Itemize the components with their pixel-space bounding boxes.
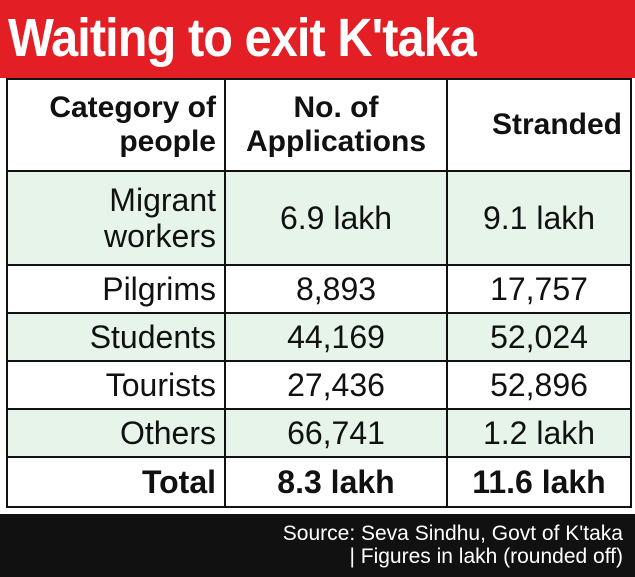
row-applications-value: 6.9 lakh bbox=[224, 170, 448, 266]
total-stranded-value: 11.6 lakh bbox=[446, 456, 632, 508]
row-stranded-value: 52,896 bbox=[446, 360, 632, 410]
total-label: Total bbox=[6, 456, 226, 508]
table-row: Others 66,741 1.2 lakh bbox=[6, 408, 632, 458]
row-applications-value: 44,169 bbox=[224, 312, 448, 362]
column-header-stranded: Stranded bbox=[446, 78, 632, 172]
row-category-label: Migrant workers bbox=[103, 182, 216, 254]
row-category-label: Pilgrims bbox=[6, 264, 226, 314]
row-category-label: Students bbox=[6, 312, 226, 362]
table-row: Tourists 27,436 52,896 bbox=[6, 360, 632, 410]
row-category-label: Others bbox=[6, 408, 226, 458]
data-table: Category of people No. of Applications S… bbox=[6, 78, 632, 508]
table-row: Students 44,169 52,024 bbox=[6, 312, 632, 362]
row-category-cell: Migrant workers bbox=[6, 170, 226, 266]
source-footer: Source: Seva Sindhu, Govt of K'taka | Fi… bbox=[0, 514, 635, 577]
source-line: Source: Seva Sindhu, Govt of K'taka bbox=[282, 522, 623, 545]
table-row: Migrant workers 6.9 lakh 9.1 lakh bbox=[6, 170, 632, 266]
figures-note: | Figures in lakh (rounded off) bbox=[349, 545, 623, 568]
table-row: Pilgrims 8,893 17,757 bbox=[6, 264, 632, 314]
row-applications-value: 66,741 bbox=[224, 408, 448, 458]
column-header-category: Category of people bbox=[6, 78, 226, 172]
title-banner: Waiting to exit K'taka bbox=[0, 0, 635, 78]
source-note: Source: Seva Sindhu, Govt of K'taka | Fi… bbox=[283, 522, 623, 568]
header-row: Category of people No. of Applications S… bbox=[6, 78, 632, 172]
column-header-applications: No. of Applications bbox=[224, 78, 448, 172]
table-frame: Category of people No. of Applications S… bbox=[0, 78, 635, 515]
row-stranded-value: 9.1 lakh bbox=[446, 170, 632, 266]
row-stranded-value: 1.2 lakh bbox=[446, 408, 632, 458]
row-stranded-value: 17,757 bbox=[446, 264, 632, 314]
row-category-label: Tourists bbox=[6, 360, 226, 410]
row-stranded-value: 52,024 bbox=[446, 312, 632, 362]
row-applications-value: 8,893 bbox=[224, 264, 448, 314]
total-applications-value: 8.3 lakh bbox=[224, 456, 448, 508]
total-row: Total 8.3 lakh 11.6 lakh bbox=[6, 456, 632, 508]
chart-title: Waiting to exit K'taka bbox=[8, 8, 477, 68]
row-applications-value: 27,436 bbox=[224, 360, 448, 410]
